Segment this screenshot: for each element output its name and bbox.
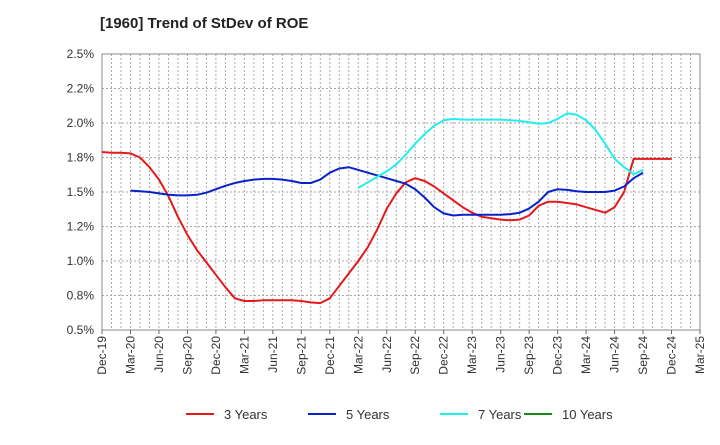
x-tick-label: Jun-20 <box>152 336 166 373</box>
y-tick-label: 0.8% <box>67 289 95 303</box>
x-tick-label: Dec-21 <box>323 336 337 375</box>
series-line-5-years <box>130 166 644 217</box>
legend-label-5-years: 5 Years <box>346 407 390 422</box>
legend-label-3-years: 3 Years <box>224 407 268 422</box>
x-tick-label: Jun-24 <box>608 336 622 373</box>
x-tick-label: Dec-23 <box>551 336 565 375</box>
x-tick-label: Dec-22 <box>437 336 451 375</box>
x-tick-label: Mar-22 <box>351 336 365 374</box>
x-tick-label: Mar-23 <box>465 336 479 374</box>
x-tick-label: Dec-20 <box>209 336 223 375</box>
x-tick-label: Jun-23 <box>494 336 508 373</box>
x-tick-label: Sep-23 <box>522 336 536 375</box>
x-tick-label: Sep-22 <box>408 336 422 375</box>
y-tick-label: 0.5% <box>67 323 95 337</box>
x-tick-label: Dec-19 <box>95 336 109 375</box>
x-tick-label: Jun-21 <box>266 336 280 373</box>
x-tick-label: Mar-24 <box>579 336 593 374</box>
x-tick-label: Sep-20 <box>180 336 194 375</box>
legend-label-7-years: 7 Years <box>478 407 522 422</box>
x-tick-label: Mar-21 <box>237 336 251 374</box>
grid-layer <box>101 53 701 331</box>
x-tick-label: Mar-20 <box>123 336 137 374</box>
y-tick-label: 1.5% <box>67 185 95 199</box>
x-tick-label: Sep-24 <box>636 336 650 375</box>
y-tick-label: 2.0% <box>67 116 95 130</box>
x-tick-label: Jun-22 <box>380 336 394 373</box>
y-tick-label: 1.2% <box>67 220 95 234</box>
legend-label-10-years: 10 Years <box>562 407 613 422</box>
legend: 3 Years 5 Years 7 Years 10 Years <box>186 407 613 422</box>
y-tick-label: 1.8% <box>67 151 95 165</box>
series-layer <box>101 112 672 305</box>
x-tick-label: Sep-21 <box>294 336 308 375</box>
y-tick-label: 2.5% <box>67 47 95 61</box>
y-tick-label: 1.0% <box>67 254 95 268</box>
x-tick-label: Dec-24 <box>665 336 679 375</box>
chart-title: [1960] Trend of StDev of ROE <box>100 15 308 32</box>
series-line-3-years <box>101 151 672 305</box>
y-tick-label: 2.2% <box>67 82 95 96</box>
plot-border <box>101 53 701 331</box>
series-line-7-years <box>357 112 644 189</box>
x-tick-label: Mar-25 <box>693 336 707 374</box>
axis-layer: 0.5% 0.8% 1.0% 1.2% 1.5% 1.8% 2.0% 2.2% 2.5% Dec-… <box>67 47 707 375</box>
